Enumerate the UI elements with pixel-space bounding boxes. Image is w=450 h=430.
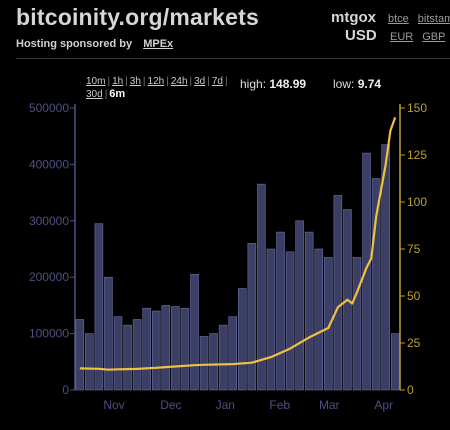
range-separator: |: [207, 76, 210, 87]
month-label: Apr: [374, 398, 393, 412]
range-7d[interactable]: 7d: [211, 76, 223, 87]
right-tick-label: 50: [407, 289, 421, 303]
volume-bar: [218, 324, 228, 391]
right-tick-label: 150: [407, 101, 427, 115]
high-label: high:: [240, 77, 267, 91]
range-separator: |: [104, 89, 108, 100]
volume-bar: [362, 152, 371, 391]
volume-bar: [390, 333, 400, 391]
sponsor-link-mpex[interactable]: MPEx: [143, 38, 174, 50]
header-divider: [16, 58, 450, 59]
month-label: Nov: [103, 398, 124, 412]
range-separator: |: [107, 76, 111, 87]
volume-bar: [247, 243, 257, 391]
volume-bar: [285, 251, 295, 391]
volume-bar: [132, 319, 142, 391]
month-label: Mar: [319, 398, 340, 412]
range-10m[interactable]: 10m: [86, 76, 106, 87]
volume-bar: [257, 183, 266, 391]
high-stat: high: 148.99: [240, 77, 306, 91]
month-label: Dec: [160, 398, 181, 412]
sponsor-label: Hosting sponsored by: [16, 38, 133, 50]
range-3d[interactable]: 3d: [194, 76, 206, 87]
volume-bar: [228, 316, 238, 391]
right-tick-label: 100: [407, 195, 427, 209]
price-line: [79, 117, 397, 371]
volume-bar: [190, 274, 199, 391]
volume-bar: [151, 310, 161, 391]
range-1h[interactable]: 1h: [112, 76, 124, 87]
sponsor-line: Hosting sponsored by MPEx: [16, 38, 173, 50]
volume-bar: [85, 333, 94, 391]
volume-bar: [199, 336, 209, 391]
volume-bar: [324, 257, 333, 391]
month-label: Feb: [269, 398, 290, 412]
time-range-selector: 10m | 1h | 3h | 12h | 24h | 3d | 7d | 30d | 6m: [86, 75, 236, 101]
range-separator: |: [125, 76, 128, 87]
low-stat: low: 9.74: [333, 77, 381, 91]
range-separator: |: [166, 76, 169, 87]
volume-bar: [314, 248, 324, 391]
volume-bar: [180, 307, 190, 391]
right-tick-label: 25: [407, 336, 421, 350]
range-separator: |: [142, 76, 146, 87]
exchange-link-btce[interactable]: btce: [388, 13, 409, 25]
selected-exchange: mtgox: [331, 9, 376, 26]
currency-links: EUR GBP: [390, 31, 450, 43]
left-tick-label: 0: [62, 383, 69, 397]
left-tick-label: 500000: [29, 101, 69, 115]
volume-bar: [266, 248, 276, 391]
low-label: low:: [333, 77, 355, 91]
volume-bar: [113, 316, 123, 391]
month-label: Jan: [216, 398, 235, 412]
range-12h[interactable]: 12h: [147, 76, 165, 87]
volume-bar: [295, 220, 304, 391]
volume-bar: [371, 178, 381, 391]
left-tick-label: 300000: [29, 214, 69, 228]
site-title: bitcoinity.org/markets: [16, 4, 259, 30]
volume-bar: [304, 231, 314, 391]
volume-bar: [276, 231, 285, 391]
volume-bar: [123, 324, 132, 391]
currency-link-eur[interactable]: EUR: [390, 31, 414, 43]
high-value: 148.99: [269, 77, 307, 91]
right-tick-label: 0: [407, 383, 414, 397]
volume-bar: [333, 195, 343, 391]
low-value: 9.74: [357, 77, 382, 91]
range-6m-active[interactable]: 6m: [109, 88, 126, 100]
range-separator: |: [189, 76, 193, 87]
volume-bar: [238, 288, 247, 391]
right-tick-label: 125: [407, 148, 427, 162]
range-30d[interactable]: 30d: [86, 89, 103, 100]
selected-currency: USD: [345, 27, 377, 44]
currency-link-gbp[interactable]: GBP: [422, 31, 446, 43]
volume-bar: [75, 319, 85, 391]
volume-bar: [94, 223, 104, 391]
volume-bar: [209, 333, 218, 391]
volume-bar: [161, 305, 171, 391]
volume-bar: [142, 307, 151, 391]
left-tick-label: 200000: [29, 270, 69, 284]
volume-bar: [352, 257, 362, 391]
volume-bar: [104, 276, 113, 391]
range-24h[interactable]: 24h: [170, 76, 188, 87]
range-3h[interactable]: 3h: [129, 76, 141, 87]
left-tick-label: 100000: [29, 327, 69, 341]
volume-bar: [171, 306, 180, 391]
volume-bar: [381, 144, 390, 391]
range-separator: |: [224, 76, 228, 87]
left-tick-label: 400000: [29, 157, 69, 171]
exchange-links: btce bitstam: [388, 13, 450, 25]
exchange-link-bitstamp[interactable]: bitstam: [417, 13, 450, 25]
right-tick-label: 75: [407, 242, 421, 256]
